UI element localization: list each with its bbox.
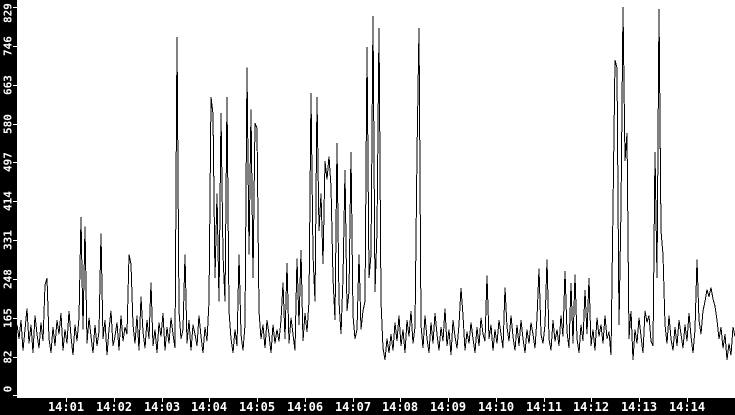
y-tick-label: 829 — [1, 3, 15, 23]
x-tick-mark — [305, 397, 306, 402]
y-tick-label: 746 — [1, 35, 15, 56]
y-tick-label: 0 — [1, 385, 15, 393]
x-tick-label: 14:04 — [190, 400, 228, 414]
y-tick-label: 580 — [1, 113, 15, 134]
x-tick-label: 14:10 — [477, 400, 515, 414]
x-tick-mark — [687, 397, 688, 402]
x-tick-mark — [496, 397, 497, 402]
x-tick-label: 14:12 — [572, 400, 610, 414]
x-tick-label: 14:09 — [429, 400, 467, 414]
x-tick-mark — [448, 397, 449, 402]
y-tick-mark — [13, 46, 19, 47]
x-tick-mark — [544, 397, 545, 402]
y-tick-mark — [13, 279, 19, 280]
y-tick-label: 82 — [1, 349, 15, 364]
y-tick-mark — [13, 318, 19, 319]
x-tick-mark — [400, 397, 401, 402]
x-tick-label: 14:08 — [381, 400, 419, 414]
x-tick-mark — [353, 397, 354, 402]
x-tick-mark — [209, 397, 210, 402]
y-tick-mark — [13, 85, 19, 86]
y-tick-mark — [13, 395, 19, 396]
y-tick-mark — [13, 201, 19, 202]
y-tick-mark — [13, 7, 19, 8]
x-tick-label: 14:07 — [334, 400, 372, 414]
y-tick-label: 331 — [1, 230, 15, 251]
series-plot — [17, 6, 735, 360]
y-axis: 829 746 663 580 497 414 331 248 165 82 0 — [0, 0, 19, 415]
x-tick-label: 14:02 — [95, 400, 133, 414]
y-tick-label: 414 — [1, 191, 15, 212]
x-tick-mark — [257, 397, 258, 402]
x-tick-label: 14:06 — [286, 400, 324, 414]
x-tick-label: 14:11 — [525, 400, 563, 414]
x-tick-label: 14:05 — [238, 400, 276, 414]
x-tick-label: 14:13 — [620, 400, 658, 414]
y-tick-mark — [13, 240, 19, 241]
x-tick-label: 14:03 — [143, 400, 181, 414]
y-tick-label: 165 — [1, 307, 15, 328]
x-tick-mark — [114, 397, 115, 402]
y-tick-mark — [13, 124, 19, 125]
x-tick-mark — [66, 397, 67, 402]
x-tick-mark — [162, 397, 163, 402]
y-tick-mark — [13, 162, 19, 163]
series-line — [17, 6, 735, 360]
x-axis-line — [17, 397, 735, 398]
y-tick-label: 497 — [1, 152, 15, 173]
x-tick-label: 14:01 — [47, 400, 85, 414]
y-tick-label: 663 — [1, 74, 15, 95]
y-tick-label: 248 — [1, 268, 15, 289]
x-tick-label: 14:14 — [668, 400, 706, 414]
y-tick-mark — [13, 357, 19, 358]
plot-area — [17, 0, 735, 397]
x-axis: 14:01 14:02 14:03 14:04 14:05 14:06 14:07 14:08… — [0, 397, 735, 415]
x-tick-mark — [591, 397, 592, 402]
x-tick-mark — [639, 397, 640, 402]
